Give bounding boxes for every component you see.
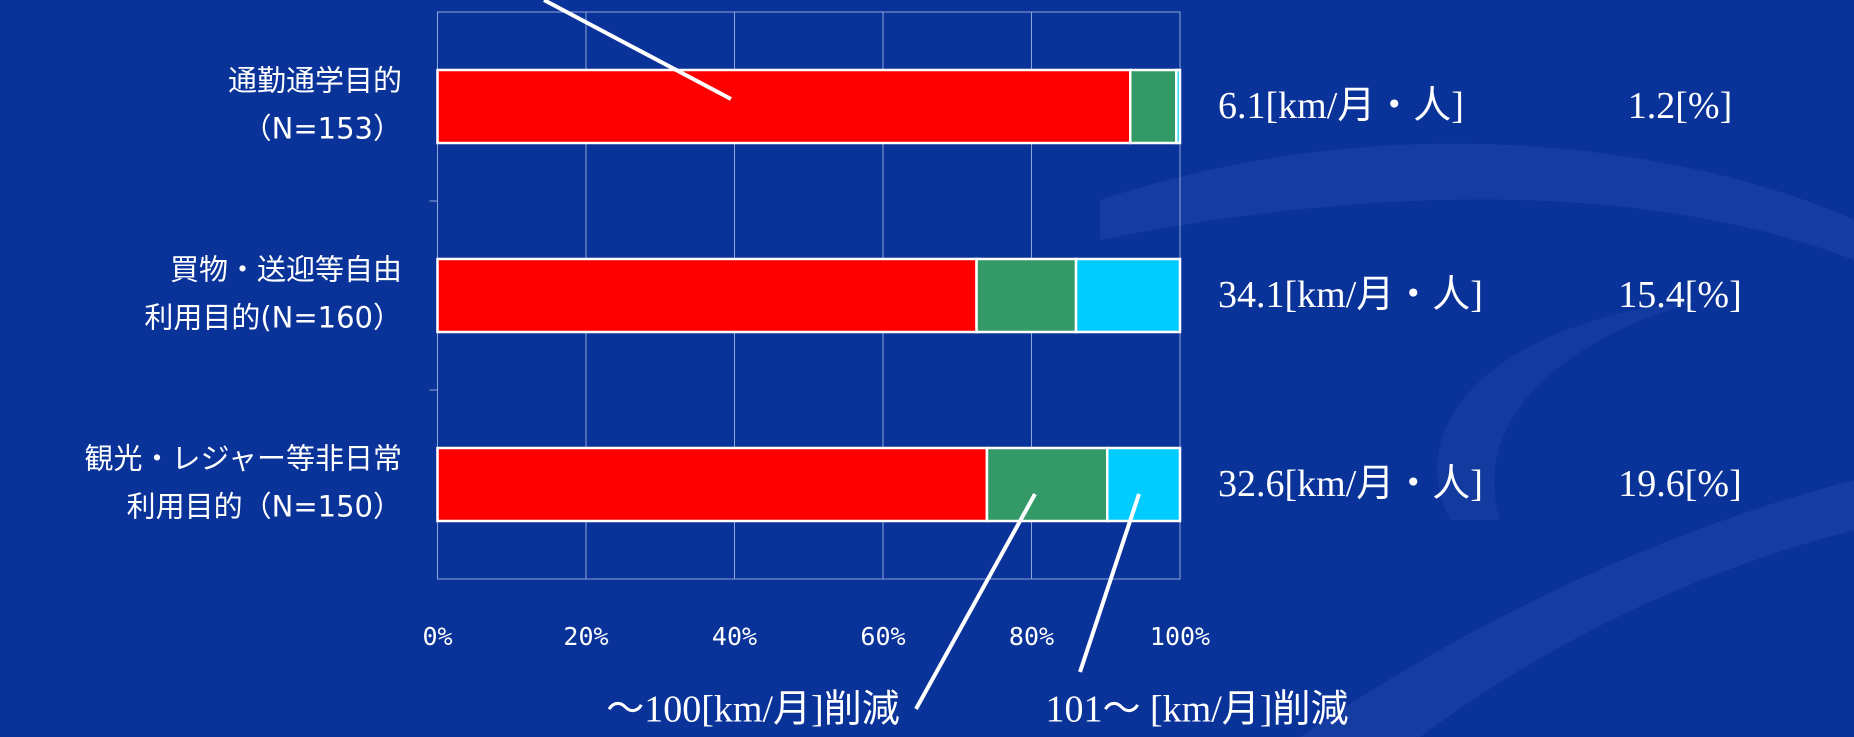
percent-label: 15.4[%]: [1618, 274, 1741, 316]
bar-segment: [1105, 446, 1182, 523]
legend-label: ～100[km/月]削減: [606, 689, 899, 731]
legend-label: 101～ [km/月]削減: [1046, 689, 1349, 731]
bar-segment: [436, 257, 978, 334]
x-tick-label: 80%: [1009, 622, 1054, 651]
bar-segment: [975, 257, 1078, 334]
y-tick-label: 通勤通学目的: [228, 64, 402, 98]
x-tick-label: 0%: [422, 622, 452, 651]
bar-segment: [985, 446, 1109, 523]
x-tick-label: 60%: [860, 622, 905, 651]
distance-label: 32.6[km/月・人]: [1218, 463, 1483, 505]
y-tick-label: （N=153）: [243, 112, 402, 146]
decoration: [1437, 300, 1700, 520]
percent-label: 1.2[%]: [1628, 85, 1732, 127]
x-tick-label: 20%: [563, 622, 608, 651]
y-tick-label: 利用目的（N=150）: [127, 490, 402, 524]
x-tick-label: 100%: [1150, 622, 1210, 651]
annotation-line: [914, 493, 1037, 710]
y-tick-label: 利用目的(N=160）: [144, 301, 402, 335]
bar-segment: [1175, 68, 1182, 145]
y-tick-label: 観光・レジャー等非日常: [84, 442, 402, 476]
bar-segment: [436, 446, 989, 523]
decoration: [1300, 480, 1854, 737]
annotation-line: [543, 0, 732, 101]
distance-label: 34.1[km/月・人]: [1218, 274, 1483, 316]
plot: 0% 20% 40% 60% 80% 100% 通勤通学目的 （N=153） 6.1[km/月・…: [84, 12, 1742, 651]
bar-segment: [1074, 257, 1182, 334]
decoration: [1100, 143, 1854, 260]
distance-label: 6.1[km/月・人]: [1218, 85, 1464, 127]
x-tick-label: 40%: [712, 622, 757, 651]
y-tick-label: 買物・送迎等自由: [170, 253, 402, 287]
bar-segment: [1129, 68, 1178, 145]
bar-segment: [436, 68, 1132, 145]
percent-label: 19.6[%]: [1618, 463, 1741, 505]
annotation-line: [1078, 493, 1141, 673]
